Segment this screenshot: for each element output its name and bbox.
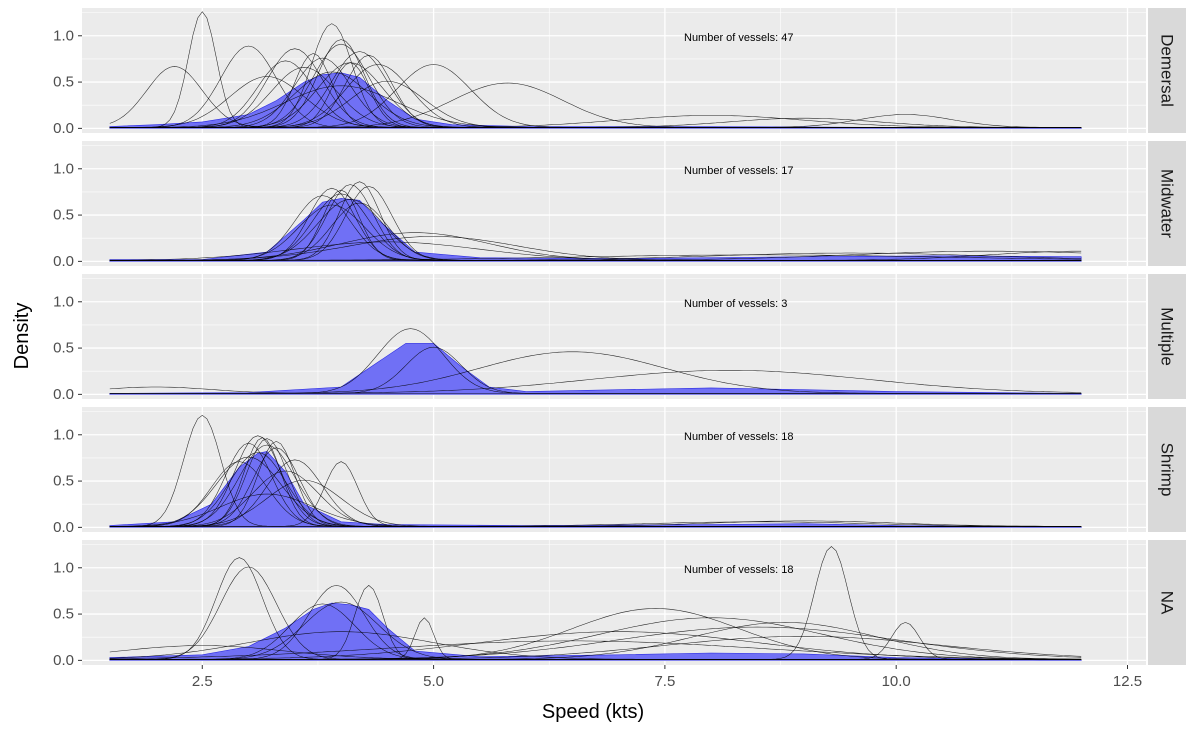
y-tick-label: 0.0 xyxy=(53,120,74,137)
facet-strip-label: NA xyxy=(1158,591,1177,615)
y-tick-label: 1.0 xyxy=(53,559,74,576)
vessel-count-annotation: Number of vessels: 47 xyxy=(684,32,793,44)
x-axis-label: Speed (kts) xyxy=(542,701,644,723)
facet-strip xyxy=(1148,407,1186,532)
x-tick-label: 7.5 xyxy=(654,673,675,690)
y-tick-label: 0.5 xyxy=(53,340,74,357)
y-tick-label: 0.0 xyxy=(53,652,74,669)
vessel-count-annotation: Number of vessels: 18 xyxy=(684,431,793,443)
mean-density-area xyxy=(109,451,1082,528)
facet-strip-label: Midwater xyxy=(1158,169,1177,238)
x-tick-label: 5.0 xyxy=(423,673,444,690)
x-tick-label: 12.5 xyxy=(1113,673,1142,690)
vessel-count-annotation: Number of vessels: 18 xyxy=(684,564,793,576)
vessel-count-annotation: Number of vessels: 3 xyxy=(684,298,787,310)
facet-strip-label: Demersal xyxy=(1158,34,1177,107)
vessel-density-curve xyxy=(109,631,1082,660)
facet-panel: Number of vessels: 47 Demersal 0.0 0.5 1.0 xyxy=(53,8,1186,137)
facet-strip-label: Shrimp xyxy=(1158,443,1177,497)
x-tick-label: 2.5 xyxy=(192,673,213,690)
y-tick-label: 0.5 xyxy=(53,207,74,224)
y-tick-label: 1.0 xyxy=(53,426,74,443)
panel-background xyxy=(82,141,1146,266)
y-tick-label: 0.0 xyxy=(53,253,74,270)
facet-panel: Number of vessels: 18 Shrimp 0.0 0.5 1.0 xyxy=(53,407,1186,536)
y-tick-label: 1.0 xyxy=(53,293,74,310)
y-tick-label: 1.0 xyxy=(53,27,74,44)
vessel-density-curve xyxy=(109,250,1082,261)
mean-density-area xyxy=(109,602,1082,661)
facet-panel: Number of vessels: 17 Midwater 0.0 0.5 1.0 xyxy=(53,141,1186,270)
vessel-density-curve xyxy=(109,631,1082,660)
facet-strip xyxy=(1148,141,1186,266)
vessel-density-curve xyxy=(109,386,1082,394)
facet-panels: Number of vessels: 47 Demersal0.00.51.0Nu… xyxy=(53,8,1186,669)
vessel-density-curve xyxy=(109,370,1082,394)
x-axis: 2.5 5.0 7.5 10.0 12.5 xyxy=(192,665,1142,690)
panel-background xyxy=(82,274,1146,399)
y-tick-label: 1.0 xyxy=(53,160,74,177)
y-tick-label: 0.5 xyxy=(53,74,74,91)
facet-strip xyxy=(1148,8,1186,133)
panel-background xyxy=(82,8,1146,133)
y-tick-label: 0.5 xyxy=(53,473,74,490)
y-tick-label: 0.0 xyxy=(53,386,74,403)
vessel-density-curve xyxy=(109,636,1082,660)
facet-strip xyxy=(1148,540,1186,665)
y-tick-label: 0.0 xyxy=(53,519,74,536)
vessel-density-curve xyxy=(109,521,1082,527)
vessel-count-annotation: Number of vessels: 17 xyxy=(684,165,793,177)
y-tick-label: 0.5 xyxy=(53,606,74,623)
facet-panel: Number of vessels: 18 NA 0.0 0.5 1.0 xyxy=(53,540,1186,669)
x-tick-label: 10.0 xyxy=(882,673,911,690)
facet-strip-label: Multiple xyxy=(1158,307,1177,366)
y-axis-label: Density xyxy=(11,303,33,370)
facet-panel: Number of vessels: 3 Multiple 0.0 0.5 1.0 xyxy=(53,274,1186,403)
vessel-density-curve xyxy=(109,640,1082,660)
vessel-density-curve xyxy=(109,437,1082,527)
facet-strip xyxy=(1148,274,1186,399)
vessel-density-curve xyxy=(109,80,1082,128)
